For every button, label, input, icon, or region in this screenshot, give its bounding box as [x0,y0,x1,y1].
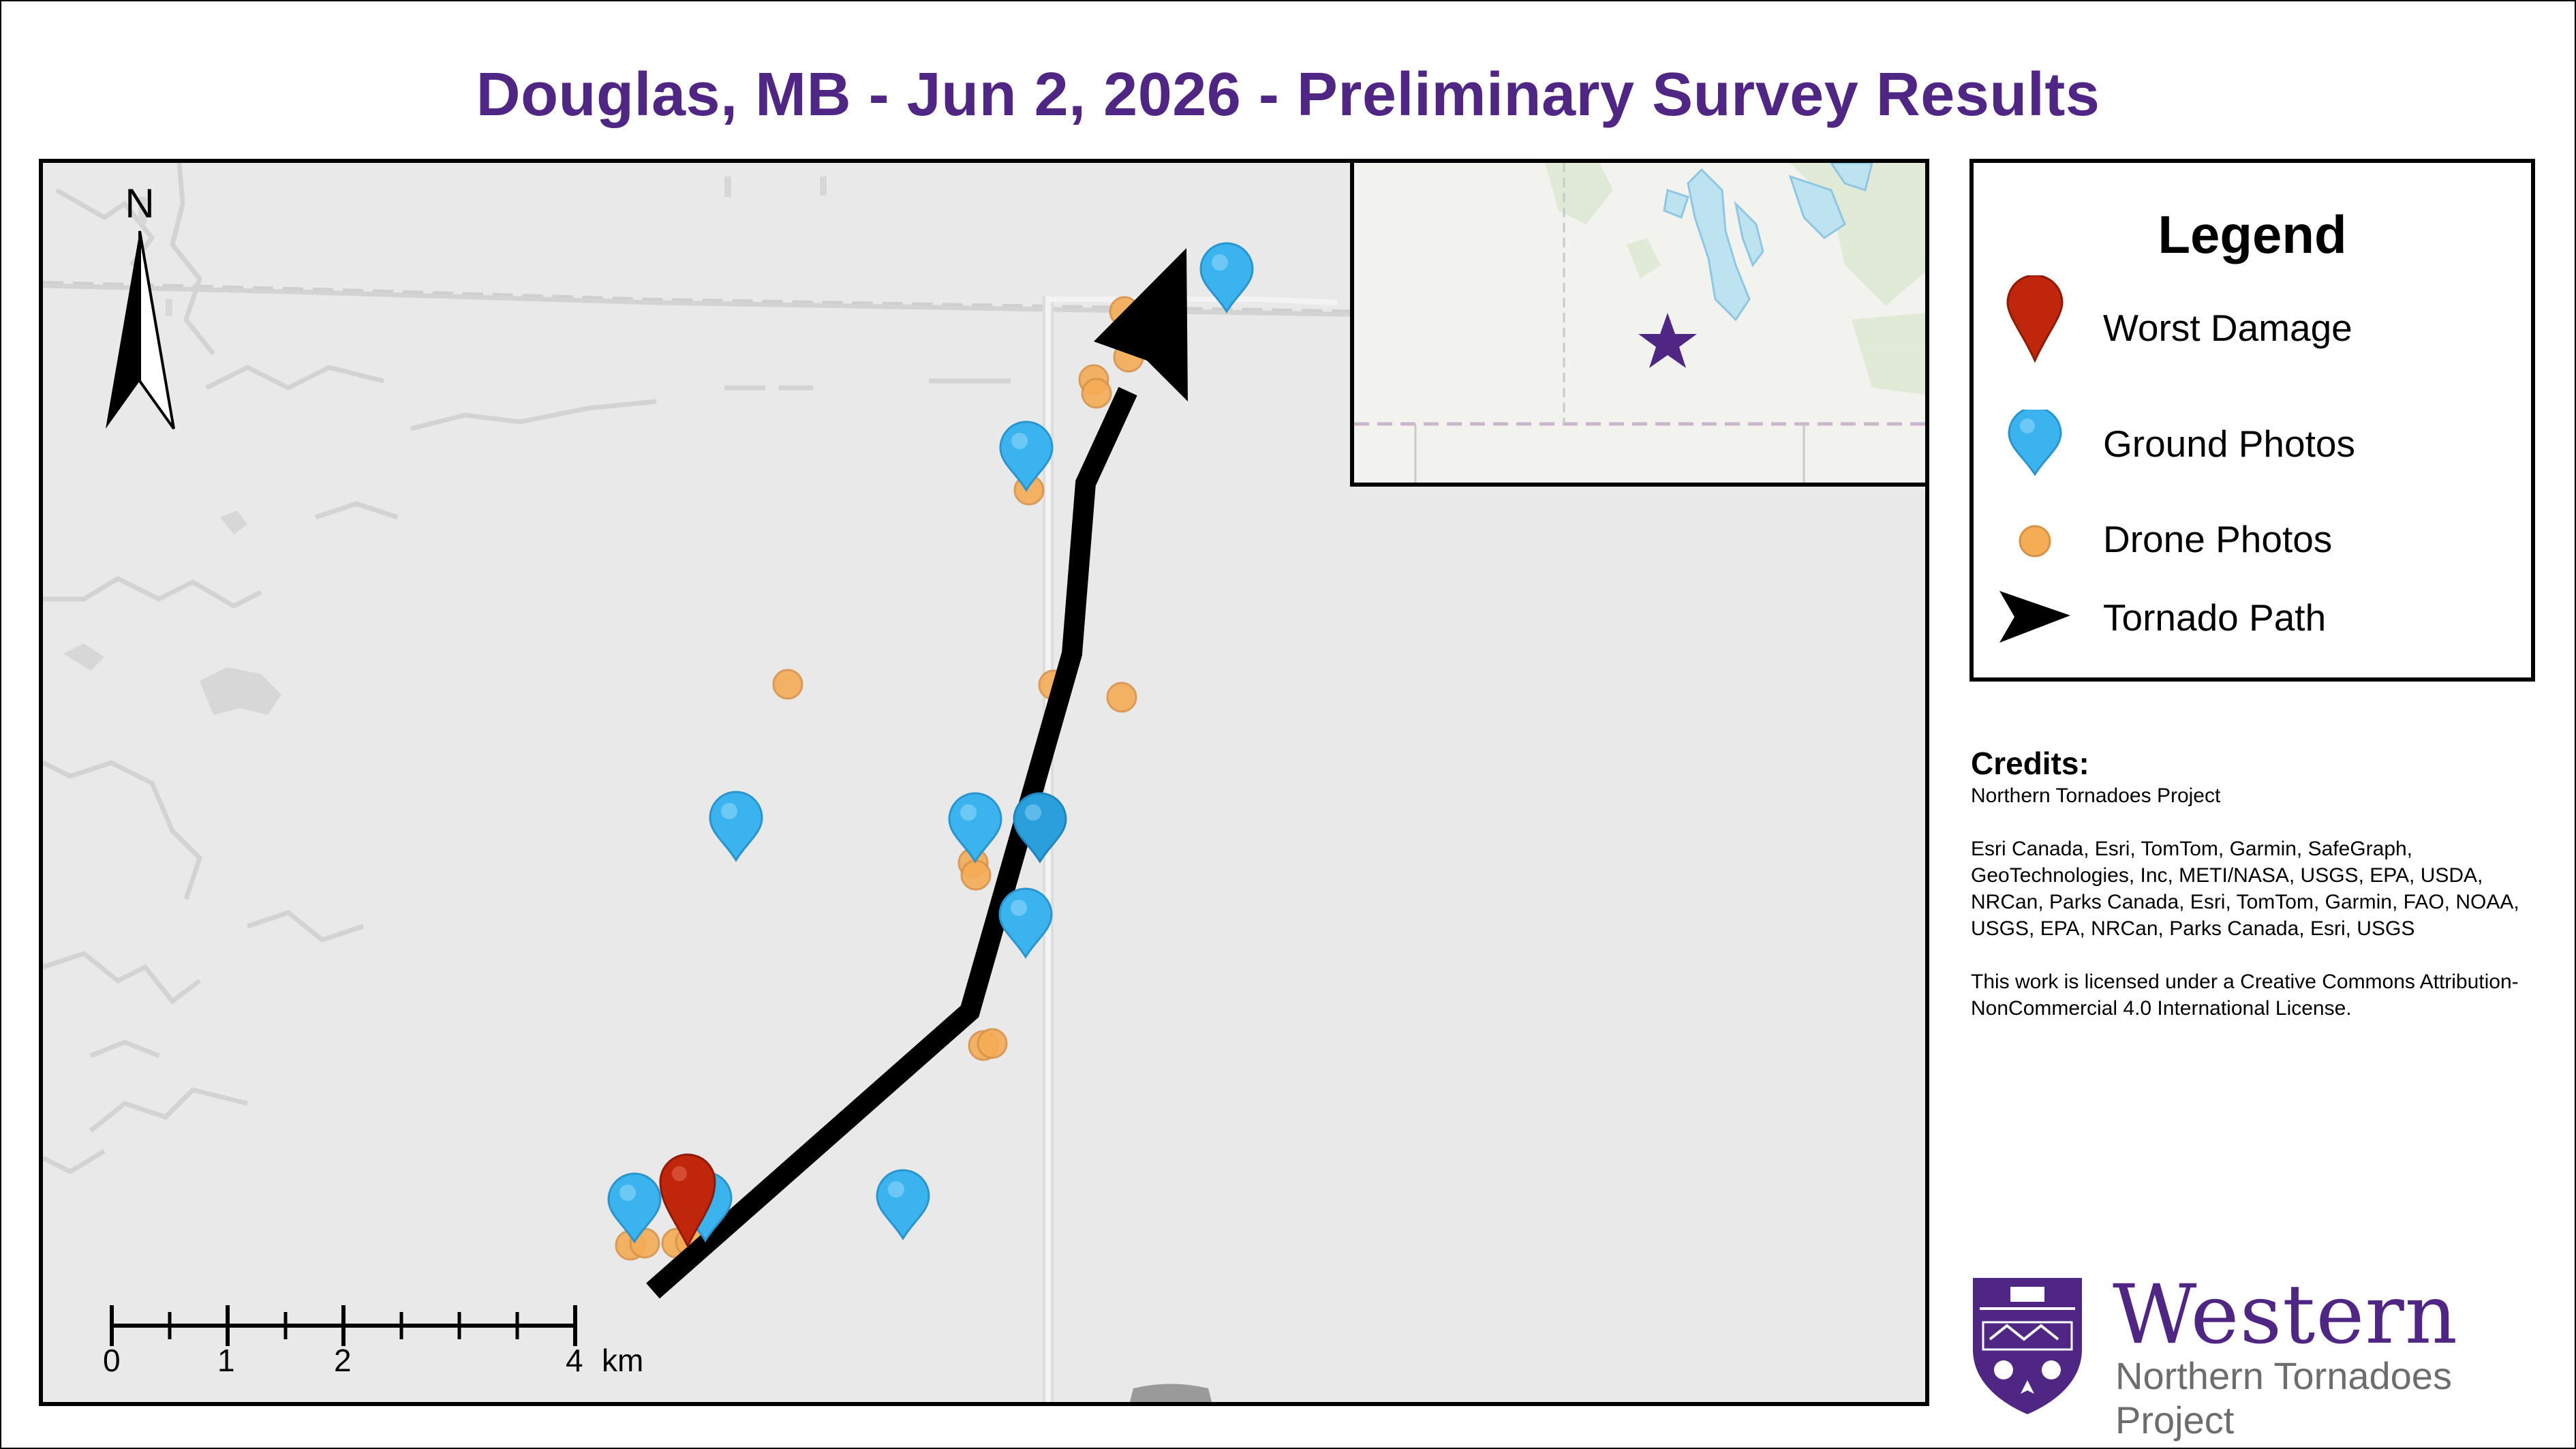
legend-title: Legend [2158,204,2347,264]
worst-damage-marker[interactable] [659,1153,716,1249]
drone-photo-marker[interactable] [960,859,992,891]
map-view[interactable]: N 0 1 2 4 km [39,159,1929,1406]
ground-photo-marker[interactable] [607,1172,662,1244]
ground-photo-marker[interactable] [709,791,763,862]
credits-organization: Northern Tornadoes Project [1971,784,2221,807]
drone-photo-marker[interactable] [1081,378,1112,409]
legend-label-drone-photos: Drone Photos [2103,518,2333,560]
scale-label-4: 4 [566,1343,583,1378]
blue-pin-icon [2008,410,2062,476]
scale-unit: km [602,1343,644,1378]
drone-photo-marker[interactable] [772,669,803,700]
ground-photo-marker[interactable] [998,887,1053,959]
credits-heading: Credits: [1971,746,2089,781]
tornado-path[interactable] [646,248,1188,1299]
map-water-bodies [63,177,827,715]
credits-license: This work is licensed under a Creative C… [1971,971,2519,1020]
scale-label-0: 0 [103,1343,121,1378]
logo-wordmark: Western [2113,1268,2459,1362]
western-logo: Western Northern Tornadoes Project [1969,1268,2556,1442]
orange-dot-icon [2019,525,2051,558]
drone-photo-marker[interactable] [1106,682,1137,713]
tornado-path-arrowhead-icon [1094,248,1188,401]
western-crest-icon [1973,1278,2082,1414]
road-shield [1130,1384,1212,1402]
ground-photo-marker[interactable] [1199,242,1254,314]
scale-bar [110,1305,577,1346]
ground-photo-markers[interactable] [607,242,1254,1244]
drone-photo-marker[interactable] [977,1028,1008,1059]
credits-block: Credits: Northern Tornadoes Project Esri… [1971,744,2557,1048]
ground-photo-marker[interactable] [876,1169,930,1240]
ground-photo-marker[interactable] [1013,792,1067,864]
ground-photo-marker[interactable] [999,421,1054,492]
inset-map[interactable] [1350,163,1925,487]
north-arrow-label: N [125,181,154,226]
black-arrow-icon [1999,591,2070,643]
page-title: Douglas, MB - Jun 2, 2026 - Preliminary … [476,61,2100,129]
legend-panel: Legend Worst Damage Ground Photos Drone … [1969,159,2535,682]
legend-label-worst-damage: Worst Damage [2103,307,2352,349]
scale-label-1: 1 [217,1343,235,1378]
scale-label-2: 2 [334,1343,352,1378]
ground-photo-marker[interactable] [948,792,1002,864]
credits-sources: Esri Canada, Esri, TomTom, Garmin, SafeG… [1971,838,2519,940]
star-icon [1638,313,1697,368]
north-arrow-icon: N [106,181,175,430]
logo-subtitle: Northern Tornadoes Project [2115,1354,2452,1442]
legend-label-ground-photos: Ground Photos [2103,423,2355,465]
red-pin-icon [2006,275,2064,363]
inset-map-canvas [1354,163,1925,483]
legend-label-tornado-path: Tornado Path [2103,596,2327,639]
